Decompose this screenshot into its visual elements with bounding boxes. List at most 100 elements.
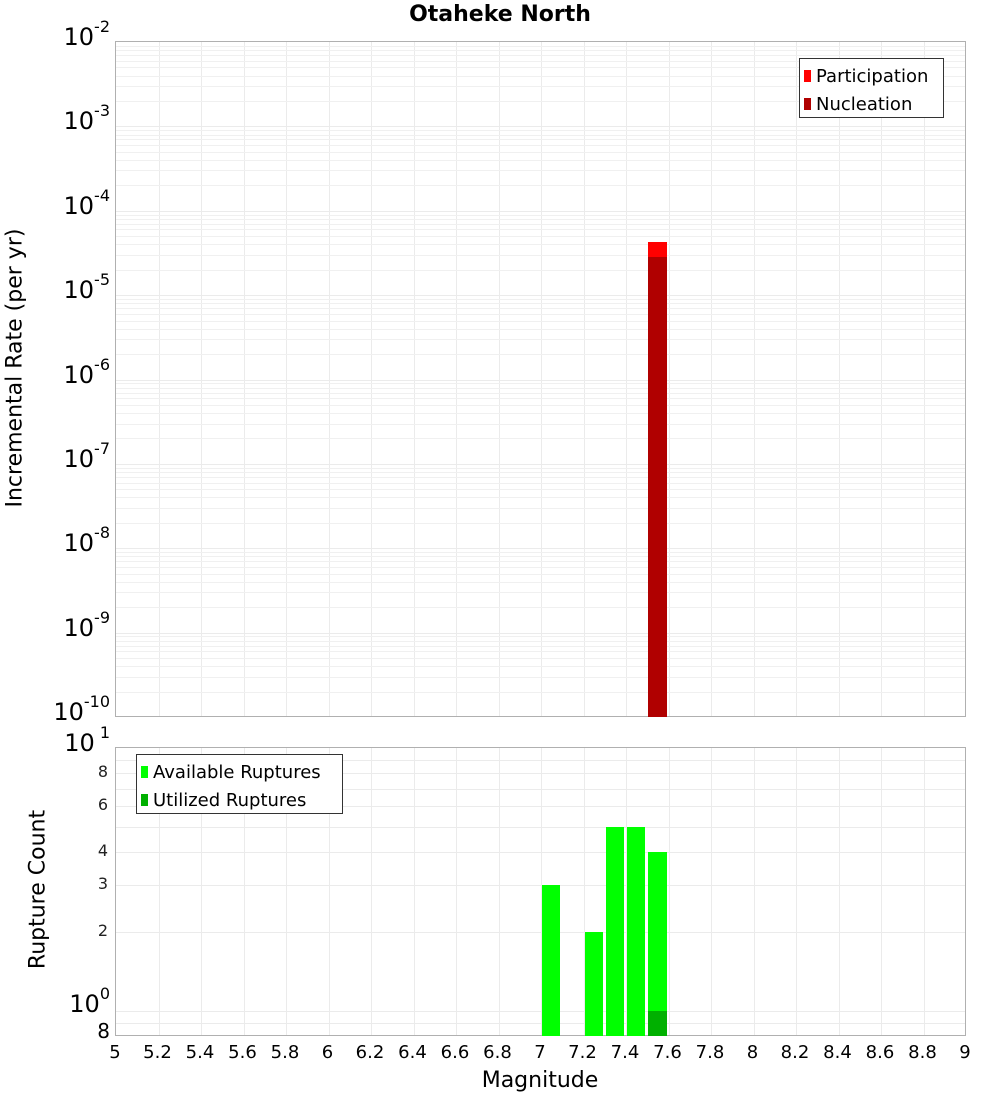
grid-line-vertical xyxy=(541,748,542,1035)
rate-legend: Participation Nucleation xyxy=(799,58,944,118)
grid-line-vertical xyxy=(711,748,712,1035)
bar-available-ruptures xyxy=(648,852,667,1036)
grid-line-horizontal xyxy=(116,126,965,128)
grid-line-vertical xyxy=(158,748,160,1035)
grid-line-horizontal xyxy=(116,806,965,808)
grid-line-horizontal xyxy=(116,229,965,231)
bar-available-ruptures xyxy=(627,827,646,1036)
grid-line-vertical xyxy=(371,748,372,1035)
bar-available-ruptures xyxy=(584,931,603,1036)
grid-line-horizontal xyxy=(116,151,965,153)
grid-line-vertical xyxy=(243,748,245,1035)
grid-line-horizontal xyxy=(116,413,965,415)
grid-line-vertical xyxy=(881,42,882,716)
y-tick-label: 6 xyxy=(97,795,108,815)
grid-line-horizontal xyxy=(116,130,965,132)
y-tick-label: 10-7 xyxy=(63,438,111,473)
grid-line-vertical xyxy=(583,748,585,1035)
grid-line-vertical xyxy=(881,748,882,1035)
grid-line-vertical xyxy=(201,42,202,716)
x-tick-label: 5.8 xyxy=(270,1042,300,1063)
x-tick-label: 5.6 xyxy=(228,1042,257,1063)
grid-line-vertical xyxy=(201,748,202,1035)
grid-line-horizontal xyxy=(116,170,965,172)
grid-line-horizontal xyxy=(116,1022,965,1024)
grid-line-horizontal xyxy=(116,651,965,653)
grid-line-vertical xyxy=(328,42,330,716)
y-tick-label: 8 xyxy=(97,762,108,782)
grid-line-horizontal xyxy=(116,438,965,440)
bar-nucleation xyxy=(648,257,667,717)
grid-line-horizontal xyxy=(116,852,965,854)
grid-line-horizontal xyxy=(116,489,965,491)
grid-line-vertical xyxy=(711,42,712,716)
y-tick-label: 10-10 xyxy=(53,692,110,726)
x-tick-label: 6.6 xyxy=(440,1042,470,1063)
y-tick-label: 10-6 xyxy=(63,354,111,389)
grid-line-horizontal xyxy=(116,145,965,147)
x-tick-label: 6.4 xyxy=(398,1042,427,1063)
x-tick-label: 7 xyxy=(534,1042,546,1063)
grid-line-vertical xyxy=(456,42,457,716)
grid-line-horizontal xyxy=(116,269,965,271)
grid-line-horizontal xyxy=(116,760,965,761)
x-tick-label: 7.4 xyxy=(610,1042,640,1063)
x-tick-label: 8.2 xyxy=(780,1042,810,1063)
grid-line-horizontal xyxy=(116,67,965,69)
utilized-swatch-icon xyxy=(141,794,148,806)
grid-line-horizontal xyxy=(116,392,965,394)
grid-line-horizontal xyxy=(116,45,965,47)
grid-line-horizontal xyxy=(116,1010,965,1012)
rate-y-axis-label: Incremental Rate (per yr) xyxy=(2,228,28,508)
grid-line-horizontal xyxy=(116,50,965,52)
grid-line-vertical xyxy=(243,42,245,716)
x-tick-label: 7.2 xyxy=(568,1042,597,1063)
grid-line-horizontal xyxy=(116,931,965,933)
grid-line-vertical xyxy=(753,748,755,1035)
grid-line-horizontal xyxy=(116,328,965,330)
grid-line-horizontal xyxy=(116,691,965,693)
grid-line-vertical xyxy=(796,748,797,1035)
grid-line-horizontal xyxy=(116,666,965,668)
legend-item-available: Available Ruptures xyxy=(141,758,338,786)
grid-line-horizontal xyxy=(116,607,965,609)
grid-line-horizontal xyxy=(116,472,965,474)
grid-line-horizontal xyxy=(116,676,965,678)
participation-swatch-icon xyxy=(804,70,811,82)
grid-line-horizontal xyxy=(116,210,965,212)
grid-line-horizontal xyxy=(116,383,965,385)
chart-title: Otaheke North xyxy=(409,2,591,27)
y-tick-label: 10-9 xyxy=(63,607,111,642)
y-tick-label: 4 xyxy=(97,841,108,861)
legend-item-nucleation: Nucleation xyxy=(804,90,939,118)
grid-line-horizontal xyxy=(116,788,965,790)
grid-line-vertical xyxy=(328,748,330,1035)
y-tick-label: 10 1 xyxy=(64,723,110,757)
grid-line-horizontal xyxy=(116,298,965,300)
x-tick-label: 8.6 xyxy=(865,1042,895,1063)
grid-line-horizontal xyxy=(116,185,965,187)
bar-available-ruptures xyxy=(605,827,624,1036)
grid-line-vertical xyxy=(838,42,840,716)
count-legend: Available Ruptures Utilized Ruptures xyxy=(136,754,343,814)
grid-line-horizontal xyxy=(116,467,965,469)
grid-line-vertical xyxy=(583,42,585,716)
grid-line-vertical xyxy=(796,42,797,716)
x-tick-label: 7.8 xyxy=(695,1042,725,1063)
grid-line-horizontal xyxy=(116,86,965,88)
x-tick-label: 6 xyxy=(321,1042,334,1063)
grid-line-vertical xyxy=(541,42,542,716)
grid-line-horizontal xyxy=(116,404,965,406)
legend-item-utilized: Utilized Ruptures xyxy=(141,786,338,814)
grid-line-horizontal xyxy=(116,75,965,77)
grid-line-horizontal xyxy=(116,497,965,499)
available-swatch-icon xyxy=(141,766,148,778)
grid-line-horizontal xyxy=(116,100,965,102)
grid-line-horizontal xyxy=(116,640,965,642)
rate-plot-area xyxy=(115,41,966,717)
y-tick-label: 2 xyxy=(97,920,108,940)
grid-line-horizontal xyxy=(116,320,965,322)
grid-line-horizontal xyxy=(116,354,965,356)
x-tick-label: 5.4 xyxy=(185,1042,215,1063)
grid-line-horizontal xyxy=(116,308,965,310)
